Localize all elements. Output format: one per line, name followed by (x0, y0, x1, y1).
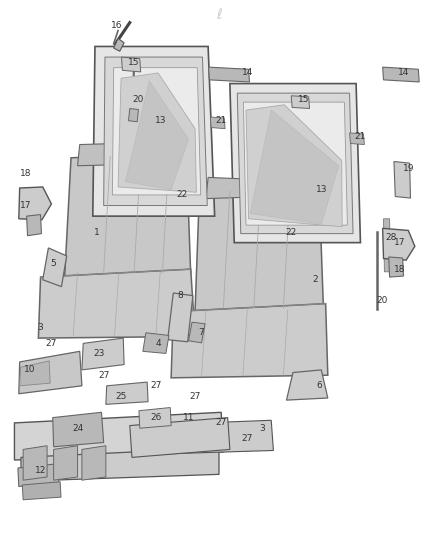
Polygon shape (78, 142, 178, 166)
Text: 27: 27 (242, 434, 253, 443)
Polygon shape (121, 57, 141, 72)
Text: 19: 19 (403, 164, 414, 173)
Polygon shape (383, 228, 415, 260)
Polygon shape (27, 215, 42, 236)
Text: 2: 2 (312, 275, 318, 284)
Polygon shape (22, 482, 61, 500)
Text: 13: 13 (315, 185, 327, 194)
Text: ℓ: ℓ (216, 8, 222, 22)
Text: 21: 21 (215, 116, 227, 125)
Text: 18: 18 (20, 169, 31, 178)
Text: 24: 24 (72, 424, 83, 433)
Text: 13: 13 (155, 116, 166, 125)
Text: 14: 14 (242, 68, 253, 77)
Polygon shape (114, 38, 124, 51)
Polygon shape (394, 161, 410, 198)
Text: 17: 17 (20, 201, 31, 210)
Polygon shape (246, 105, 342, 227)
Text: 11: 11 (183, 413, 194, 422)
Polygon shape (23, 446, 47, 480)
Polygon shape (21, 448, 219, 481)
Text: 8: 8 (177, 291, 183, 300)
Polygon shape (168, 293, 193, 342)
Text: 1: 1 (94, 228, 100, 237)
Polygon shape (43, 248, 67, 287)
Text: 27: 27 (150, 381, 162, 390)
Text: 3: 3 (38, 323, 43, 332)
Text: 4: 4 (155, 339, 161, 348)
Polygon shape (20, 361, 50, 386)
Polygon shape (206, 177, 314, 199)
Polygon shape (171, 304, 328, 378)
Text: 3: 3 (260, 424, 265, 433)
Polygon shape (286, 370, 328, 400)
Polygon shape (135, 420, 273, 455)
Polygon shape (383, 67, 419, 82)
Text: 27: 27 (98, 370, 110, 379)
Text: 15: 15 (128, 58, 140, 67)
Polygon shape (18, 464, 59, 487)
Text: 20: 20 (133, 95, 144, 104)
Polygon shape (389, 257, 403, 277)
Text: 14: 14 (398, 68, 410, 77)
Text: 6: 6 (316, 381, 322, 390)
Text: 26: 26 (150, 413, 162, 422)
Text: 22: 22 (285, 228, 297, 237)
Polygon shape (125, 81, 188, 190)
Polygon shape (113, 68, 201, 195)
Polygon shape (64, 152, 191, 280)
Polygon shape (291, 96, 310, 109)
Text: 18: 18 (394, 265, 405, 273)
Polygon shape (14, 413, 223, 460)
Polygon shape (106, 382, 148, 405)
Polygon shape (309, 183, 336, 200)
Polygon shape (251, 110, 339, 224)
Polygon shape (118, 73, 196, 192)
Polygon shape (210, 117, 225, 128)
Text: 25: 25 (115, 392, 127, 401)
Polygon shape (53, 446, 78, 480)
Text: 10: 10 (24, 366, 35, 374)
Polygon shape (144, 113, 176, 132)
Polygon shape (237, 93, 353, 233)
Polygon shape (244, 102, 347, 225)
Polygon shape (350, 133, 364, 144)
Polygon shape (82, 446, 106, 480)
Polygon shape (208, 67, 250, 82)
Text: 15: 15 (298, 95, 310, 104)
Text: 17: 17 (394, 238, 405, 247)
Text: 23: 23 (94, 350, 105, 359)
Text: 20: 20 (377, 296, 388, 305)
Polygon shape (104, 57, 207, 206)
Polygon shape (130, 418, 230, 457)
Polygon shape (128, 109, 138, 122)
Polygon shape (82, 338, 124, 370)
Polygon shape (39, 269, 195, 338)
Polygon shape (230, 84, 360, 243)
Text: 22: 22 (177, 190, 187, 199)
Polygon shape (195, 187, 323, 312)
Polygon shape (53, 413, 104, 447)
Text: 12: 12 (35, 466, 46, 475)
Text: 5: 5 (51, 260, 57, 268)
Polygon shape (139, 408, 171, 428)
Polygon shape (19, 351, 82, 394)
Text: 27: 27 (189, 392, 201, 401)
Text: 27: 27 (46, 339, 57, 348)
Text: 27: 27 (215, 418, 227, 427)
Text: 16: 16 (111, 21, 123, 30)
Text: 28: 28 (385, 233, 396, 242)
Polygon shape (188, 322, 205, 343)
Polygon shape (384, 219, 391, 272)
Text: 7: 7 (199, 328, 205, 337)
Text: 21: 21 (355, 132, 366, 141)
Polygon shape (143, 333, 169, 353)
Polygon shape (19, 187, 51, 220)
Polygon shape (93, 46, 215, 216)
